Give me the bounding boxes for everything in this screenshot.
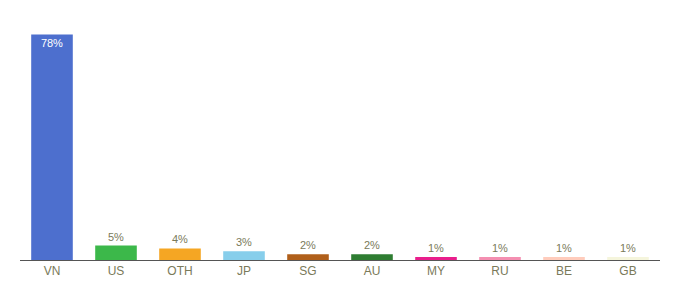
svg-text:RU: RU: [491, 264, 508, 278]
svg-text:US: US: [108, 264, 125, 278]
svg-text:2%: 2%: [364, 239, 380, 251]
svg-text:2%: 2%: [300, 239, 316, 251]
svg-text:1%: 1%: [620, 242, 636, 254]
svg-text:GB: GB: [619, 264, 636, 278]
svg-text:1%: 1%: [492, 242, 508, 254]
svg-text:78%: 78%: [41, 37, 63, 49]
svg-text:5%: 5%: [108, 231, 124, 243]
svg-text:OTH: OTH: [167, 264, 192, 278]
svg-text:4%: 4%: [172, 233, 188, 245]
svg-text:JP: JP: [237, 264, 251, 278]
svg-text:VN: VN: [44, 264, 61, 278]
svg-text:SG: SG: [299, 264, 316, 278]
svg-text:3%: 3%: [236, 236, 252, 248]
svg-text:BE: BE: [556, 264, 572, 278]
svg-text:1%: 1%: [556, 242, 572, 254]
svg-text:1%: 1%: [428, 242, 444, 254]
svg-text:AU: AU: [364, 264, 381, 278]
svg-text:MY: MY: [427, 264, 445, 278]
